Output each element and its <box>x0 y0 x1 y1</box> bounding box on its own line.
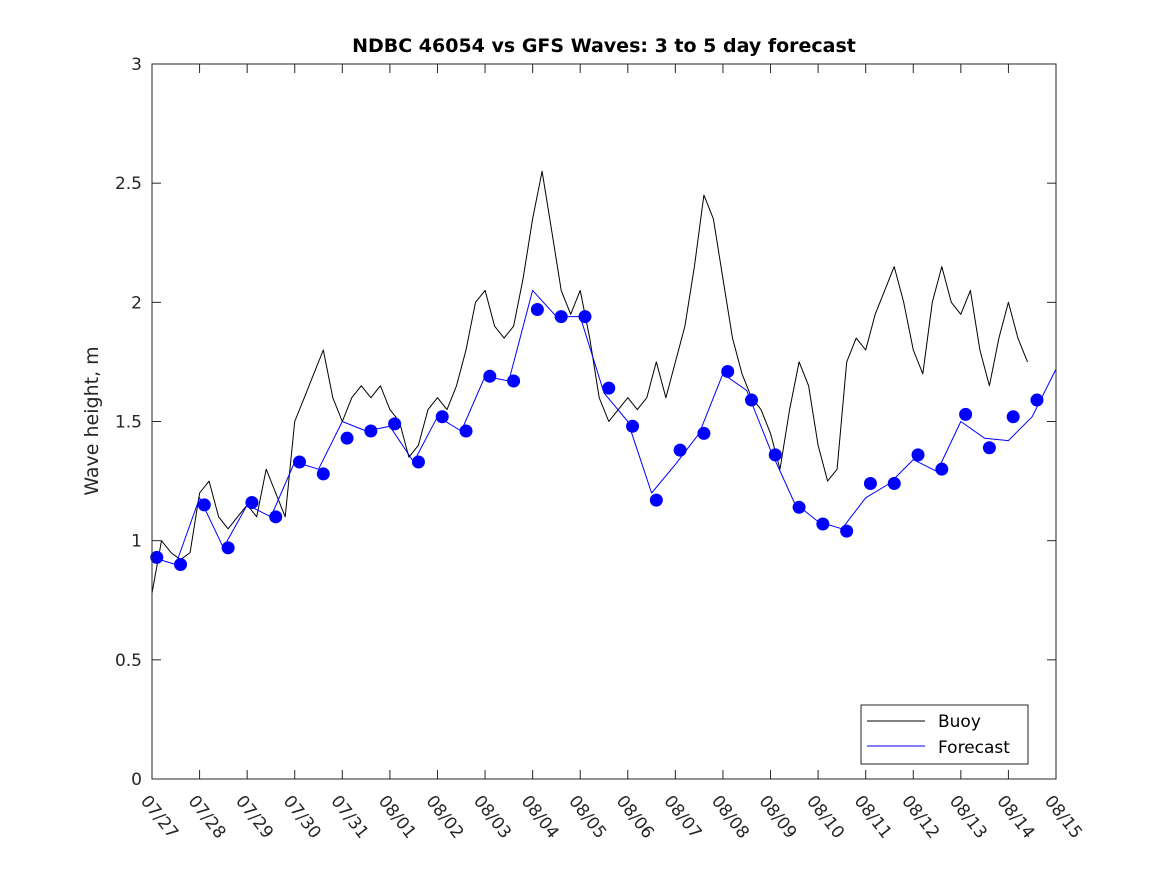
forecast-marker <box>626 419 640 433</box>
x-tick-label: 08/03 <box>469 792 515 843</box>
forecast-marker <box>292 455 306 469</box>
forecast-marker <box>982 441 996 455</box>
chart-title: NDBC 46054 vs GFS Waves: 3 to 5 day fore… <box>352 35 856 57</box>
series-line-buoy <box>151 170 1028 594</box>
x-tick-label: 08/04 <box>517 792 563 843</box>
forecast-marker <box>578 310 592 324</box>
forecast-marker <box>863 476 877 490</box>
forecast-marker <box>887 476 901 490</box>
y-tick-label: 0 <box>131 770 142 790</box>
x-tick-label: 08/01 <box>374 792 420 843</box>
x-tick-label: 08/10 <box>802 792 848 843</box>
forecast-marker <box>364 424 378 438</box>
x-tick-label: 08/11 <box>850 792 896 843</box>
x-tick-label: 07/28 <box>184 792 230 843</box>
forecast-marker <box>150 550 164 564</box>
forecast-marker <box>411 455 425 469</box>
x-tick-label: 08/13 <box>945 792 991 843</box>
forecast-marker <box>673 443 687 457</box>
forecast-marker <box>269 510 283 524</box>
legend-buoy-label: Buoy <box>938 712 981 732</box>
x-tick-label: 07/31 <box>326 792 372 843</box>
forecast-marker <box>197 498 211 512</box>
forecast-marker <box>744 393 758 407</box>
x-tick-label: 08/14 <box>992 792 1038 843</box>
y-tick-label: 2.5 <box>115 174 142 194</box>
x-tick-label: 08/02 <box>422 792 468 843</box>
forecast-marker <box>911 448 925 462</box>
x-tick-label: 08/09 <box>755 792 801 843</box>
y-tick-label: 1.5 <box>115 413 142 433</box>
plot-area <box>150 170 1057 594</box>
forecast-marker <box>507 374 521 388</box>
series-line-forecast <box>151 289 1057 565</box>
x-tick-label: 07/27 <box>136 792 182 843</box>
x-tick-label: 08/05 <box>564 792 610 843</box>
x-tick-label: 08/12 <box>897 792 943 843</box>
forecast-marker <box>935 462 949 476</box>
forecast-marker <box>649 493 663 507</box>
legend-box <box>860 704 1029 765</box>
y-tick-label: 3 <box>131 55 142 75</box>
y-tick-label: 2 <box>131 293 142 313</box>
forecast-marker <box>221 541 235 555</box>
legend-forecast-label: Forecast <box>938 738 1010 758</box>
forecast-marker <box>340 431 354 445</box>
forecast-marker <box>530 302 544 316</box>
forecast-marker <box>602 381 616 395</box>
legend: Buoy Forecast <box>860 704 1029 765</box>
forecast-marker <box>768 448 782 462</box>
forecast-marker <box>316 467 330 481</box>
forecast-marker <box>483 369 497 383</box>
plot-frame <box>151 63 1057 780</box>
forecast-marker <box>1006 410 1020 424</box>
x-tick-label: 08/15 <box>1040 792 1086 843</box>
y-axis: 0 0.5 1 1.5 2 2.5 3 <box>115 55 1056 790</box>
forecast-marker <box>816 517 830 531</box>
forecast-marker <box>554 310 568 324</box>
forecast-marker <box>840 524 854 538</box>
forecast-marker <box>721 364 735 378</box>
forecast-marker <box>1030 393 1044 407</box>
x-tick-label: 07/29 <box>231 792 277 843</box>
forecast-marker <box>792 500 806 514</box>
forecast-marker <box>459 424 473 438</box>
x-tick-label: 08/07 <box>659 792 705 843</box>
forecast-marker <box>245 496 259 510</box>
y-tick-label: 0.5 <box>115 651 142 671</box>
forecast-marker <box>435 410 449 424</box>
x-tick-label: 08/08 <box>707 792 753 843</box>
forecast-marker <box>959 407 973 421</box>
y-axis-label: Wave height, m <box>81 346 103 495</box>
x-tick-label: 08/06 <box>612 792 658 843</box>
y-tick-label: 1 <box>131 532 142 552</box>
forecast-marker <box>388 417 402 431</box>
forecast-marker <box>174 558 188 571</box>
forecast-marker <box>697 426 711 440</box>
x-tick-label: 07/30 <box>279 792 325 843</box>
